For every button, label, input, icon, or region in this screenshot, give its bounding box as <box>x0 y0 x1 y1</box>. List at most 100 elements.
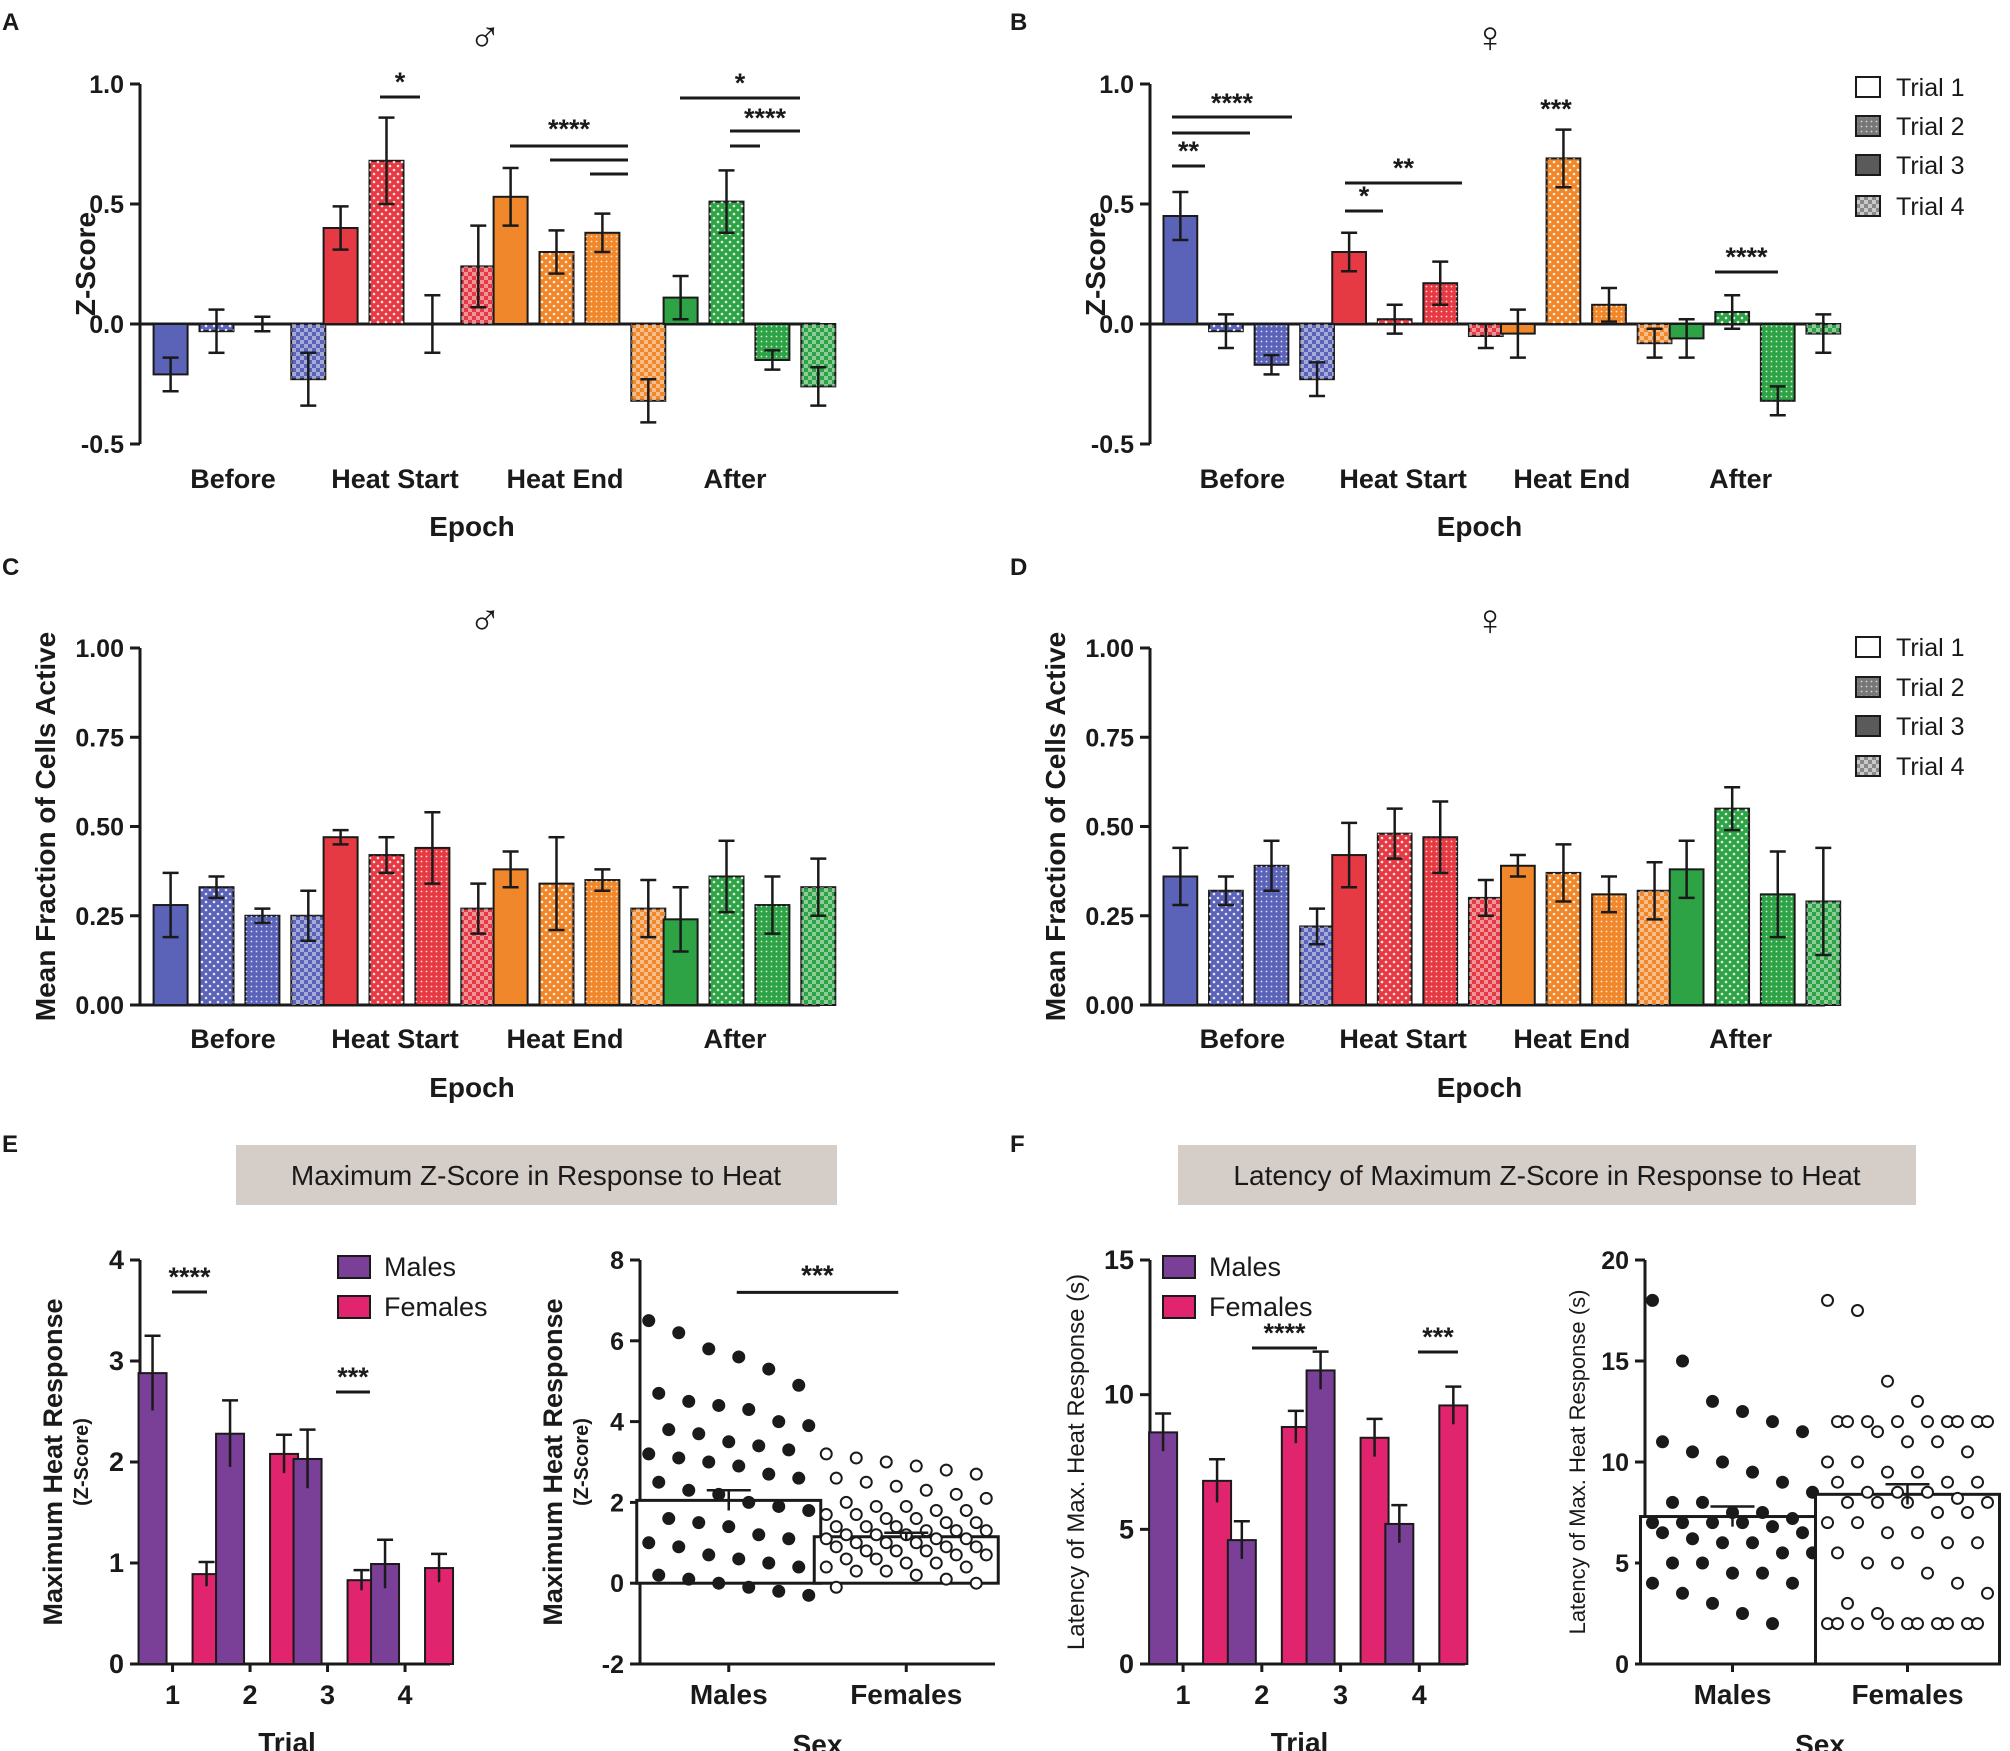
data-point <box>909 1536 923 1550</box>
data-point <box>899 1499 913 1513</box>
data-point <box>939 1463 953 1477</box>
data-point <box>1971 1475 1984 1489</box>
data-point <box>792 1560 806 1574</box>
x-category-label: Before <box>1200 464 1286 494</box>
data-point <box>949 1548 963 1562</box>
y-tick-label: -0.5 <box>1091 431 1134 459</box>
data-point <box>839 1495 853 1509</box>
data-point <box>1881 1374 1894 1388</box>
bar-pattern <box>199 887 234 1005</box>
y-tick-label: 0.50 <box>1085 814 1134 842</box>
data-point <box>979 1491 993 1505</box>
chart-c: 0.00 0.25 0.50 0.75 1.00 Before Heat Start Heat… <box>30 632 837 1103</box>
data-point <box>1796 1425 1809 1439</box>
data-point <box>692 1427 706 1441</box>
legend-swatch-trial-2 <box>1855 115 1881 137</box>
y-tick-label: 2 <box>109 1447 124 1477</box>
data-point <box>1921 1485 1934 1499</box>
data-point <box>869 1552 883 1566</box>
data-point <box>752 1528 766 1542</box>
data-point <box>782 1532 796 1546</box>
data-point <box>1766 1617 1779 1631</box>
significance-label: * <box>395 67 406 97</box>
bar-pattern <box>1209 890 1243 1005</box>
data-point <box>939 1516 953 1530</box>
x-category-label: After <box>1709 464 1772 494</box>
x-axis-title: Epoch <box>429 1072 515 1103</box>
chart-a: -0.5 0.0 0.5 1.0 Before Heat Start Heat End Aft… <box>70 67 837 542</box>
bar <box>137 1372 168 1665</box>
data-point <box>1881 1465 1894 1479</box>
x-category-label: Heat End <box>1513 1024 1630 1054</box>
data-point <box>772 1415 786 1429</box>
data-point <box>732 1459 746 1473</box>
bar <box>1500 864 1536 1007</box>
bar <box>1226 1539 1257 1666</box>
legend-label-trial-3: Trial 3 <box>1896 713 1965 741</box>
data-point <box>712 1576 726 1590</box>
data-point <box>1746 1536 1759 1550</box>
significance-label: * <box>1359 181 1370 211</box>
bar-pattern <box>585 880 620 1005</box>
legend-swatch-females <box>337 1295 371 1319</box>
chart-b: -0.5 0.0 0.5 1.0 Before Heat Start Heat End Aft… <box>1080 71 1842 542</box>
bar <box>322 836 359 1007</box>
data-point <box>1736 1607 1749 1620</box>
x-category-label: Heat Start <box>1339 1024 1467 1054</box>
y-tick-label: 0.5 <box>89 191 124 219</box>
data-point <box>909 1459 923 1473</box>
y-axis-title: Latency of Max. Heat Response (s) <box>1565 1290 1590 1635</box>
data-point <box>1911 1394 1924 1408</box>
bar <box>1280 1425 1311 1666</box>
data-point <box>1676 1354 1689 1368</box>
data-point <box>1881 1617 1894 1631</box>
x-category-label: After <box>703 464 766 494</box>
x-category-label: Males <box>690 1679 768 1710</box>
y-tick-label: 10 <box>1104 1380 1134 1410</box>
y-tick-label: 3 <box>109 1346 124 1376</box>
y-tick-label: 1.0 <box>1099 71 1134 99</box>
data-point <box>1921 1415 1934 1429</box>
data-point <box>702 1548 716 1562</box>
data-point <box>1646 1293 1659 1307</box>
y-tick-label: 0.75 <box>75 724 124 752</box>
data-point <box>702 1342 716 1356</box>
x-category-label: Before <box>1200 1024 1286 1054</box>
data-point <box>1706 1394 1719 1408</box>
x-category-label: Males <box>1694 1679 1772 1710</box>
x-axis-title: Trial <box>1271 1727 1329 1751</box>
data-point <box>869 1499 883 1513</box>
bar <box>152 904 189 1006</box>
legend-swatch-males <box>337 1255 371 1279</box>
data-point <box>829 1540 843 1554</box>
data-point <box>792 1471 806 1485</box>
x-axis-title: Trial <box>258 1727 316 1751</box>
x-category-label: Heat End <box>1513 464 1630 494</box>
data-point <box>1841 1495 1854 1509</box>
data-point <box>1686 1445 1699 1459</box>
data-point <box>1911 1526 1924 1540</box>
data-point <box>652 1475 666 1489</box>
male-symbol-c: ♂ <box>469 596 502 645</box>
y-tick-label: 5 <box>1119 1514 1134 1544</box>
data-point <box>1766 1520 1779 1534</box>
data-point <box>1646 1516 1659 1530</box>
legend-swatch-trial-1 <box>1855 636 1881 658</box>
data-point <box>1891 1415 1904 1429</box>
data-point <box>1821 1293 1834 1307</box>
data-point <box>1706 1596 1719 1610</box>
data-point <box>1851 1455 1864 1469</box>
data-point <box>1656 1526 1669 1540</box>
data-point <box>919 1524 933 1538</box>
data-point <box>1941 1536 1954 1550</box>
data-point <box>1831 1546 1844 1560</box>
data-point <box>1666 1556 1679 1570</box>
significance-label: **** <box>1211 88 1254 118</box>
bar-pattern <box>245 915 280 1005</box>
data-point <box>879 1512 893 1526</box>
data-point <box>732 1552 746 1566</box>
data-point <box>1861 1415 1874 1429</box>
bar <box>424 1567 455 1666</box>
sex-legend-e: Males Females <box>337 1252 488 1322</box>
data-point <box>642 1536 656 1550</box>
